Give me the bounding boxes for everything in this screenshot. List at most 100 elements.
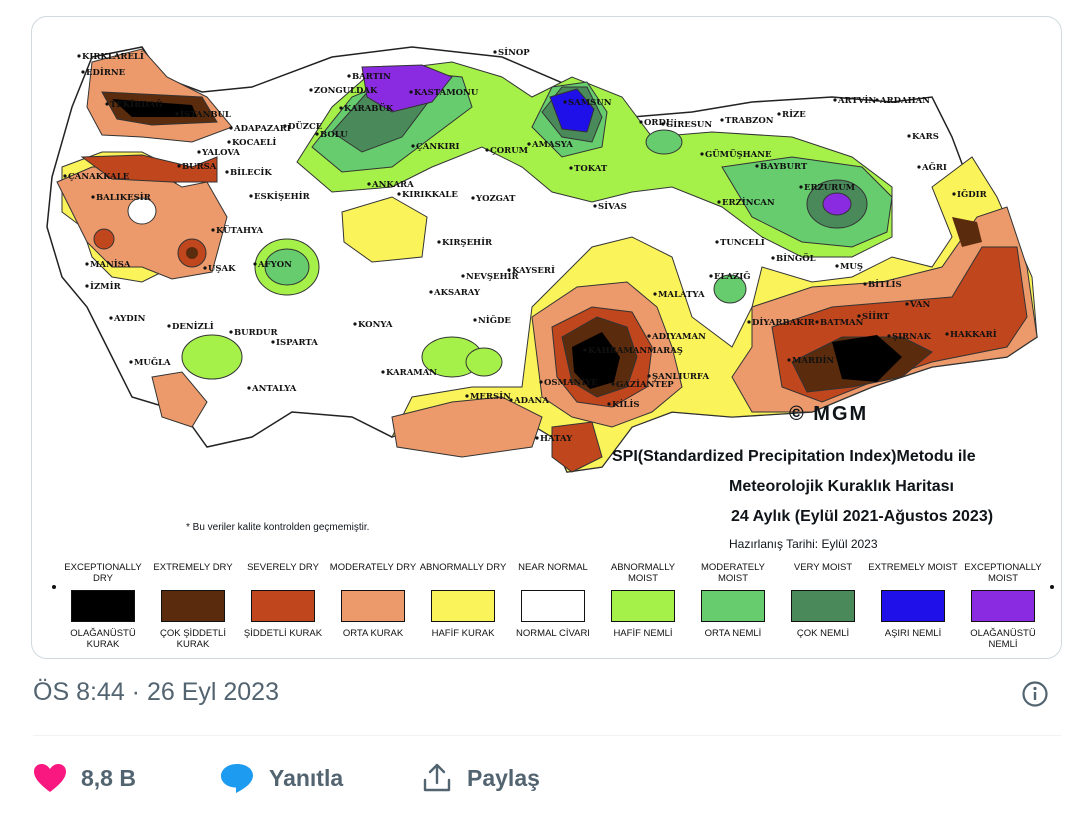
city-dot xyxy=(747,320,751,324)
city-label: RİZE xyxy=(782,107,806,120)
city-label: MANİSA xyxy=(90,257,131,270)
city-dot xyxy=(661,122,665,126)
map-title-line1: SPI(Standardized Precipitation Index)Met… xyxy=(612,448,976,465)
legend-label-en: EXTREMELY MOIST xyxy=(868,562,958,573)
city-label: ŞANLIURFA xyxy=(652,372,709,382)
city-label: ADAPAZARI xyxy=(233,124,291,134)
city-label: KARS xyxy=(912,132,939,142)
city-dot xyxy=(509,398,513,402)
city-dot xyxy=(653,292,657,296)
tweet-timestamp[interactable]: ÖS 8:44 · 26 Eyl 2023 xyxy=(33,678,279,706)
city-dot xyxy=(247,386,251,390)
city-label: ANTALYA xyxy=(251,384,297,394)
city-label: AYDIN xyxy=(113,314,146,324)
city-label: SİVAS xyxy=(598,199,627,212)
city-label: İSTANBUL xyxy=(180,107,231,120)
city-dot xyxy=(875,98,879,102)
city-label: KOCAELİ xyxy=(232,135,276,148)
city-label: BİNGÖL xyxy=(776,251,816,264)
divider xyxy=(33,735,1061,736)
city-label: KONYA xyxy=(358,320,393,330)
city-label: BAYBURT xyxy=(760,162,808,172)
city-label: AFYON xyxy=(257,260,292,270)
city-dot xyxy=(105,102,109,106)
city-dot xyxy=(225,170,229,174)
city-dot xyxy=(271,340,275,344)
city-label: GİRESUN xyxy=(666,117,712,130)
city-label: MUŞ xyxy=(840,262,863,272)
city-label: TEKİRDAĞ xyxy=(110,97,162,110)
city-label: NİĞDE xyxy=(478,313,511,326)
city-label: BALIKESİR xyxy=(96,190,152,203)
city-dot xyxy=(799,185,803,189)
turkey-drought-map: KIRKLARELİ EDİRNE TEKİRDAĞ İSTANBUL ÇANAKKAL… xyxy=(46,45,1038,473)
city-dot xyxy=(507,268,511,272)
city-label: BİLECİK xyxy=(230,165,272,178)
city-dot xyxy=(715,240,719,244)
city-dot xyxy=(485,148,489,152)
legend-swatch xyxy=(431,590,495,622)
legend-item: MODERATELY DRY ORTA KURAK xyxy=(328,562,418,639)
city-label: SİİRT xyxy=(862,309,890,322)
info-icon[interactable] xyxy=(1021,680,1049,708)
city-label: ANKARA xyxy=(371,180,414,190)
legend-item: SEVERELY DRY ŞİDDETLİ KURAK xyxy=(238,562,328,639)
reply-button[interactable]: Yanıtla xyxy=(219,756,343,800)
city-dot xyxy=(787,358,791,362)
reply-bubble-icon xyxy=(221,764,253,793)
city-dot xyxy=(720,118,724,122)
legend-label-tr: AŞIRI NEMLİ xyxy=(884,628,942,639)
city-dot xyxy=(647,334,651,338)
legend-swatch xyxy=(71,590,135,622)
tweet-media-card[interactable]: KIRKLARELİ EDİRNE TEKİRDAĞ İSTANBUL ÇANAKKAL… xyxy=(31,16,1062,659)
city-dot xyxy=(353,322,357,326)
city-label: ŞIRNAK xyxy=(892,332,932,342)
city-label: TRABZON xyxy=(725,116,774,126)
city-dot xyxy=(952,192,956,196)
city-dot xyxy=(709,274,713,278)
city-dot xyxy=(91,195,95,199)
share-icon xyxy=(423,763,451,792)
city-dot xyxy=(473,318,477,322)
city-dot xyxy=(253,262,257,266)
legend-swatch xyxy=(251,590,315,622)
city-dot xyxy=(339,106,343,110)
legend-label-tr: HAFİF KURAK xyxy=(431,628,495,639)
city-dot xyxy=(535,436,539,440)
city-label: KIRŞEHİR xyxy=(442,235,493,248)
map-prepared-date: Hazırlanış Tarihi: Eylül 2023 xyxy=(729,537,878,551)
city-dot xyxy=(411,144,415,148)
city-label: KİLİS xyxy=(612,397,639,410)
city-dot xyxy=(907,134,911,138)
city-dot xyxy=(857,314,861,318)
city-label: BİTLİS xyxy=(868,277,902,290)
legend-label-tr: HAFİF NEMLİ xyxy=(613,628,673,639)
city-dot xyxy=(429,290,433,294)
legend-label-en: ABNORMALLY DRY xyxy=(419,562,507,573)
city-dot xyxy=(583,348,587,352)
legend-label-tr: OLAĞANÜSTÜ KURAK xyxy=(70,628,136,650)
city-dot xyxy=(755,164,759,168)
legend-label-en: ABNORMALLY MOIST xyxy=(610,562,676,584)
city-dot xyxy=(367,182,371,186)
city-label: KARAMAN xyxy=(386,368,437,378)
city-dot xyxy=(563,100,567,104)
legend-label-en: EXTREMELY DRY xyxy=(153,562,233,573)
city-dot xyxy=(409,90,413,94)
city-label: HATAY xyxy=(540,434,573,444)
city-label: KASTAMONU xyxy=(414,88,479,98)
city-dot xyxy=(917,165,921,169)
city-label: ÇORUM xyxy=(490,146,529,156)
share-button[interactable]: Paylaş xyxy=(421,756,540,800)
city-label: ZONGULDAK xyxy=(314,86,378,96)
legend-item: ABNORMALLY MOIST HAFİF NEMLİ xyxy=(598,562,688,639)
city-dot xyxy=(197,150,201,154)
city-label: AĞRI xyxy=(921,161,947,173)
city-dot xyxy=(833,98,837,102)
city-label: SAMSUN xyxy=(568,98,612,108)
city-dot xyxy=(203,266,207,270)
like-button[interactable]: 8,8 B xyxy=(33,756,136,800)
legend-item: EXTREMELY DRY ÇOK ŞİDDETLİ KURAK xyxy=(148,562,238,650)
city-label: ORDU xyxy=(644,118,674,128)
city-dot xyxy=(175,112,179,116)
